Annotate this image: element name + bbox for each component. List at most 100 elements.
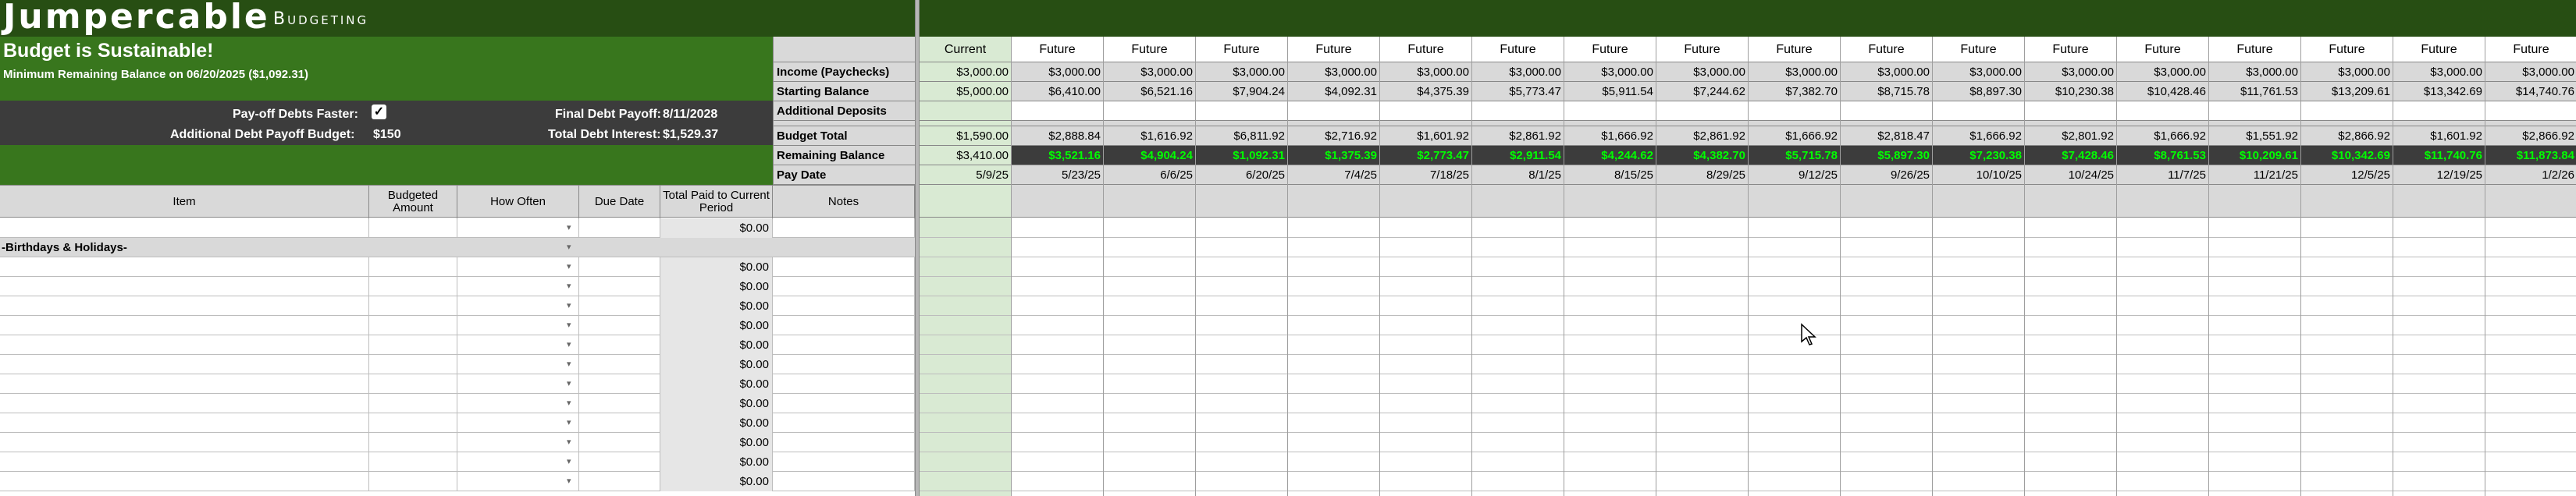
grid-cell[interactable]	[2209, 316, 2300, 335]
column-header[interactable]: Future	[1933, 37, 2024, 62]
grid-cell[interactable]	[1012, 316, 1103, 335]
grid-cell[interactable]	[2117, 257, 2208, 277]
grid-cell[interactable]	[1104, 355, 1195, 374]
header-how-often[interactable]: How Often	[457, 186, 579, 218]
additional-cell[interactable]	[2301, 101, 2393, 121]
grid-cell[interactable]	[2393, 335, 2485, 355]
notes-cell[interactable]	[773, 355, 915, 374]
grid-cell[interactable]	[2209, 413, 2300, 433]
remaining-cell[interactable]: $1,375.39	[1288, 146, 1379, 165]
item-cell[interactable]	[0, 374, 369, 394]
grid-cell[interactable]	[2301, 277, 2393, 296]
grid-cell[interactable]	[2025, 433, 2116, 452]
grid-cell[interactable]	[1841, 277, 1932, 296]
grid-cell[interactable]	[1472, 277, 1564, 296]
budgeted-cell[interactable]	[369, 355, 457, 374]
how-often-cell[interactable]	[457, 316, 579, 335]
budget-cell[interactable]: $6,811.92	[1196, 126, 1287, 146]
notes-cell[interactable]	[773, 374, 915, 394]
remaining-cell[interactable]: $4,904.24	[1104, 146, 1195, 165]
grid-cell[interactable]	[1749, 472, 1840, 491]
dropdown-arrow-icon[interactable]: ▾	[567, 340, 571, 349]
grid-cell[interactable]	[1933, 355, 2024, 374]
dropdown-arrow-icon[interactable]: ▾	[567, 321, 571, 330]
grid-cell[interactable]	[1012, 277, 1103, 296]
remaining-cell[interactable]: $10,342.69	[2301, 146, 2393, 165]
grid-cell[interactable]	[1841, 335, 1932, 355]
column-header[interactable]: Current	[920, 37, 1011, 62]
grid-cell[interactable]	[1472, 316, 1564, 335]
grid-cell[interactable]	[1196, 355, 1287, 374]
remaining-cell[interactable]: $3,521.16	[1012, 146, 1103, 165]
grid-cell[interactable]	[1749, 394, 1840, 413]
grid-cell[interactable]	[1380, 374, 1471, 394]
grid-cell[interactable]	[1288, 238, 1379, 257]
grid-cell[interactable]	[2209, 218, 2300, 238]
dropdown-arrow-icon[interactable]: ▾	[567, 399, 571, 408]
dropdown-arrow-icon[interactable]: ▾	[567, 438, 571, 447]
income-cell[interactable]: $3,000.00	[1288, 62, 1379, 82]
income-cell[interactable]: $3,000.00	[1656, 62, 1748, 82]
additional-cell[interactable]	[2117, 101, 2208, 121]
grid-cell[interactable]	[1841, 218, 1932, 238]
grid-cell[interactable]	[2485, 335, 2576, 355]
grid-cell[interactable]	[1841, 394, 1932, 413]
grid-cell[interactable]	[2485, 355, 2576, 374]
grid-cell[interactable]	[2025, 218, 2116, 238]
grid-cell[interactable]	[2117, 355, 2208, 374]
grid-cell[interactable]	[1564, 218, 1656, 238]
grid-cell[interactable]	[920, 218, 1011, 238]
grid-cell[interactable]	[1472, 413, 1564, 433]
column-header[interactable]: Future	[2117, 37, 2208, 62]
grid-cell[interactable]	[1564, 316, 1656, 335]
grid-cell[interactable]	[1656, 335, 1748, 355]
grid-cell[interactable]	[1749, 257, 1840, 277]
grid-cell[interactable]	[2485, 277, 2576, 296]
grid-cell[interactable]	[1380, 413, 1471, 433]
grid-cell[interactable]	[2117, 316, 2208, 335]
grid-cell[interactable]	[2393, 413, 2485, 433]
grid-cell[interactable]	[1104, 277, 1195, 296]
grid-cell[interactable]	[920, 238, 1011, 257]
dropdown-arrow-icon[interactable]: ▾	[567, 418, 571, 427]
grid-cell[interactable]	[2301, 218, 2393, 238]
grid-cell[interactable]	[1288, 452, 1379, 472]
additional-cell[interactable]	[1288, 101, 1379, 121]
additional-cell[interactable]	[2209, 101, 2300, 121]
how-often-cell[interactable]	[457, 218, 579, 238]
budget-cell[interactable]: $1,666.92	[1564, 126, 1656, 146]
grid-cell[interactable]	[2209, 238, 2300, 257]
grid-cell[interactable]	[1380, 452, 1471, 472]
grid-cell[interactable]	[2117, 472, 2208, 491]
grid-cell[interactable]	[2209, 433, 2300, 452]
additional-budget-value[interactable]: $150	[373, 128, 401, 141]
grid-cell[interactable]	[1380, 316, 1471, 335]
grid-cell[interactable]	[1749, 238, 1840, 257]
budgeted-cell[interactable]	[369, 296, 457, 316]
grid-cell[interactable]	[2301, 238, 2393, 257]
starting-cell[interactable]: $5,773.47	[1472, 82, 1564, 101]
additional-cell[interactable]	[2025, 101, 2116, 121]
item-cell[interactable]	[0, 413, 369, 433]
budget-cell[interactable]: $1,666.92	[1749, 126, 1840, 146]
grid-cell[interactable]	[1564, 238, 1656, 257]
starting-cell[interactable]: $13,209.61	[2301, 82, 2393, 101]
grid-cell[interactable]	[1656, 394, 1748, 413]
starting-cell[interactable]: $5,000.00	[920, 82, 1011, 101]
grid-cell[interactable]	[1196, 277, 1287, 296]
grid-cell[interactable]	[1012, 335, 1103, 355]
paydate-cell[interactable]: 5/23/25	[1012, 165, 1103, 185]
remaining-cell[interactable]: $4,382.70	[1656, 146, 1748, 165]
paydate-cell[interactable]: 8/1/25	[1472, 165, 1564, 185]
grid-cell[interactable]	[1196, 433, 1287, 452]
dropdown-arrow-icon[interactable]: ▾	[567, 223, 571, 232]
remaining-cell[interactable]: $5,715.78	[1749, 146, 1840, 165]
budgeted-cell[interactable]	[369, 413, 457, 433]
grid-cell[interactable]	[2209, 452, 2300, 472]
budget-cell[interactable]: $2,861.92	[1472, 126, 1564, 146]
remaining-cell[interactable]: $2,911.54	[1472, 146, 1564, 165]
grid-cell[interactable]	[2025, 238, 2116, 257]
paydate-cell[interactable]: 7/18/25	[1380, 165, 1471, 185]
grid-cell[interactable]	[2301, 413, 2393, 433]
grid-cell[interactable]	[2209, 472, 2300, 491]
